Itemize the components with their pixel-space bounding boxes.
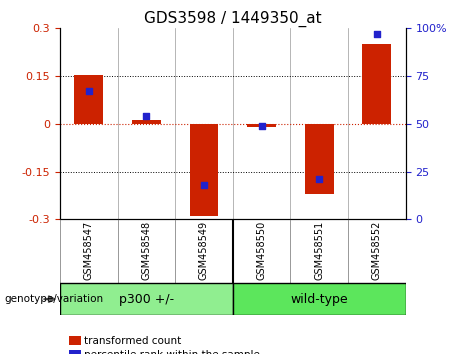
Point (85, 88, 92, 94)
Text: GSM458550: GSM458550 (257, 221, 266, 280)
Text: genotype/variation: genotype/variation (5, 294, 104, 304)
Title: GDS3598 / 1449350_at: GDS3598 / 1449350_at (144, 11, 322, 27)
Point (142, 113, 150, 119)
Bar (247, 124, 276, 127)
Bar (60, 283, 233, 315)
Text: transformed count: transformed count (84, 336, 182, 346)
Point (315, 177, 323, 182)
Text: percentile rank within the sample: percentile rank within the sample (84, 350, 260, 354)
Point (200, 182, 207, 188)
Text: GSM458548: GSM458548 (142, 221, 151, 280)
Text: GSM458552: GSM458552 (372, 221, 382, 280)
Text: GSM458549: GSM458549 (199, 221, 209, 280)
Bar (233, 283, 406, 315)
Bar (74, 75, 103, 124)
Text: p300 +/-: p300 +/- (119, 293, 174, 306)
Bar (189, 124, 219, 216)
Point (373, 31, 381, 37)
Text: GSM458547: GSM458547 (84, 221, 94, 280)
Text: GSM458551: GSM458551 (314, 221, 324, 280)
Bar (132, 120, 161, 124)
Bar (362, 44, 391, 124)
Text: wild-type: wild-type (290, 293, 348, 306)
Bar (305, 124, 334, 194)
Point (258, 123, 266, 129)
